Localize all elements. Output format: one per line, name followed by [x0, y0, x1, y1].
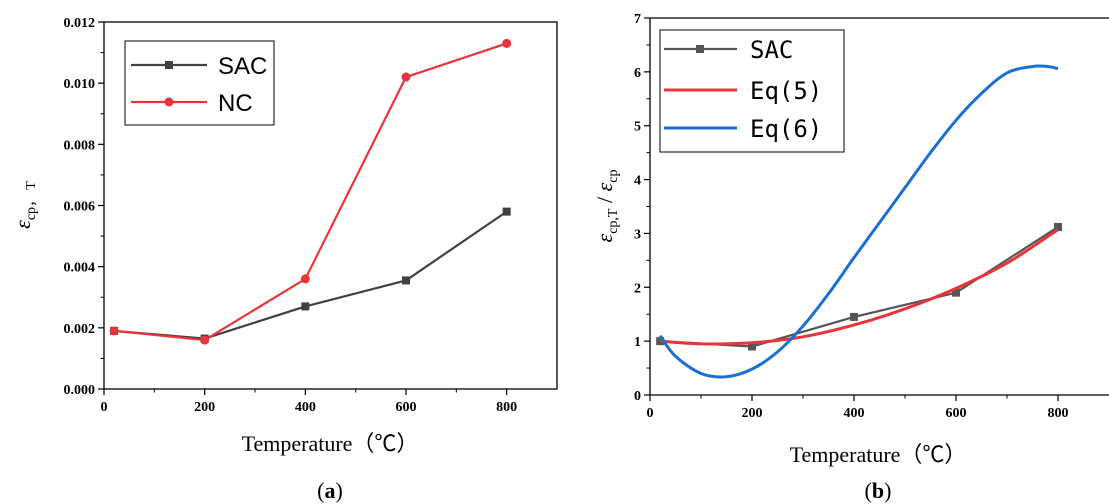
y-axis-label-b-sub2: cp: [606, 170, 621, 183]
data-point-b-sac: [952, 288, 960, 297]
x-tick-label-a: 600: [396, 400, 417, 415]
svg-text:εcp， T: εcp， T: [10, 181, 39, 229]
y-axis-label-a-symbol: ε: [10, 220, 35, 229]
y-axis-label-a-sub: cp， T: [24, 181, 39, 220]
x-tick-label-a: 400: [295, 400, 316, 415]
y-tick-label-b: 6: [634, 66, 641, 81]
x-tick-label-b: 400: [844, 406, 865, 421]
y-tick-label-b: 4: [634, 174, 641, 189]
y-tick-label-b: 2: [634, 281, 641, 296]
y-tick-label-a: 0.008: [64, 138, 96, 153]
legend-marker-b-sac: [696, 45, 704, 53]
svg-text:εcp,T / εcp: εcp,T / εcp: [592, 170, 621, 243]
data-point-a-nc: [401, 72, 411, 82]
x-axis-label-b: Temperature（℃）: [790, 442, 967, 467]
x-tick-label-a: 200: [194, 400, 215, 415]
series-line-b-eq5: [660, 228, 1059, 346]
y-tick-label-a: 0.010: [64, 77, 96, 92]
y-tick-label-a: 0.002: [64, 322, 96, 337]
series-lines-b: [656, 64, 1062, 379]
legend-b: SAC Eq(5) Eq(6): [659, 29, 845, 153]
legend-marker-a-sac: [165, 61, 173, 69]
legend-marker-a-nc: [164, 97, 174, 107]
x-tick-label-a: 800: [496, 400, 517, 415]
y-axis-label-a: εcp， T: [10, 181, 39, 229]
legend-label-a-nc: NC: [218, 90, 253, 117]
data-point-b-sac: [1054, 222, 1062, 231]
data-point-a-sac: [402, 276, 410, 285]
legend-label-b-eq6: Eq(6): [750, 115, 822, 143]
axis-ticks-a: 0 200 400 600 800 0.000 0.002 0.004 0.006 0.008 0.…: [64, 16, 518, 415]
series-line-b-sac: [660, 226, 1059, 348]
axis-ticks-b: 0 200 400 600 800 0 1 2 3 4 5 6 7: [634, 12, 1069, 421]
legend-label-a-sac: SAC: [218, 53, 267, 80]
y-axis-label-b-sub1: cp,T: [606, 208, 621, 234]
y-tick-label-a: 0.012: [64, 16, 96, 31]
series-line-b-eq6: [658, 64, 1059, 379]
x-tick-label-a: 0: [101, 400, 108, 415]
legend-a: SAC NC: [124, 40, 275, 126]
data-point-a-nc: [502, 38, 512, 48]
y-tick-label-b: 7: [634, 12, 641, 27]
data-point-a-nc: [200, 335, 210, 345]
data-point-b-sac: [748, 342, 756, 351]
panel-label-a-letter: a: [325, 478, 336, 503]
data-point-a-nc: [300, 274, 310, 284]
legend-box-a: [124, 40, 275, 126]
legend-label-b-sac: SAC: [750, 36, 793, 64]
y-tick-label-b: 3: [634, 227, 641, 242]
y-tick-label-b: 1: [634, 335, 641, 350]
y-axis-label-b-symbol: ε: [592, 233, 617, 242]
series-lines-a: [109, 38, 512, 345]
panel-label-a: (a): [317, 478, 343, 503]
y-axis-label-b-sep: /: [592, 191, 617, 208]
y-tick-label-a: 0.004: [64, 261, 96, 276]
data-point-a-sac: [301, 302, 310, 311]
y-tick-label-a: 0.000: [64, 383, 96, 398]
y-tick-label-b: 0: [634, 389, 641, 404]
y-tick-label-a: 0.006: [64, 200, 96, 215]
x-tick-label-b: 200: [742, 406, 763, 421]
y-axis-label-b: εcp,T / εcp: [592, 170, 621, 243]
data-point-a-sac: [502, 207, 511, 216]
chart-a: 0 200 400 600 800 0.000 0.002 0.004 0.006 0.008 0.…: [10, 16, 558, 503]
legend-label-b-eq5: Eq(5): [750, 77, 822, 105]
x-tick-label-b: 600: [946, 406, 967, 421]
series-line-a-sac: [113, 210, 508, 340]
data-point-a-nc: [109, 326, 119, 336]
y-axis-label-b-symbol2: ε: [592, 182, 617, 191]
panel-label-b: (b): [865, 478, 892, 503]
data-point-b-sac: [850, 312, 858, 321]
y-tick-label-b: 5: [634, 120, 641, 135]
x-tick-label-b: 800: [1048, 406, 1069, 421]
x-tick-label-b: 0: [647, 406, 654, 421]
panel-label-b-letter: b: [872, 478, 884, 503]
x-axis-label-a: Temperature（℃）: [242, 431, 419, 456]
